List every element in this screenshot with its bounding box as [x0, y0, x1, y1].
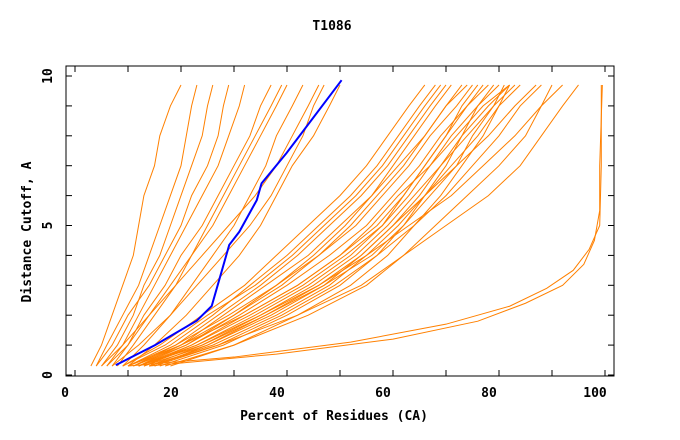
chart-title: T1086: [312, 19, 351, 34]
series-line-36: [149, 84, 603, 367]
series-line-17: [138, 84, 489, 367]
series-line-7: [106, 84, 283, 367]
y-tick-label: 0: [41, 371, 56, 379]
series-line-22: [143, 84, 479, 367]
series-lines: [90, 79, 603, 367]
x-tick-label: 100: [583, 386, 607, 401]
axis-ticks: 0 20 40 60 80 100 0 5 10: [41, 66, 614, 401]
series-line-8: [122, 84, 304, 367]
series-line-29: [127, 84, 510, 367]
series-line-16: [127, 84, 473, 367]
x-axis-label: Percent of Residues (CA): [240, 409, 428, 424]
y-tick-label: 5: [41, 222, 56, 230]
series-line-10: [127, 84, 341, 367]
series-line-3: [106, 84, 246, 367]
series-line-0: [90, 84, 182, 367]
series-line-37: [127, 84, 602, 367]
series-line-33: [149, 84, 579, 367]
series-line-19: [143, 84, 484, 367]
series-line-31: [143, 84, 516, 367]
y-axis-label: Distance Cutoff, A: [20, 161, 35, 302]
series-line-24: [122, 84, 442, 367]
x-tick-label: 20: [163, 386, 179, 401]
series-line-32: [164, 84, 553, 367]
series-line-27: [138, 84, 505, 367]
x-tick-label: 60: [375, 386, 391, 401]
series-line-4: [111, 84, 272, 367]
series-line-2: [101, 84, 214, 367]
x-tick-label: 40: [269, 386, 285, 401]
series-line-28: [159, 84, 495, 367]
series-line-26: [149, 84, 537, 367]
series-line-13: [127, 84, 436, 367]
plot-frame: [65, 65, 615, 377]
series-line-18: [133, 84, 468, 367]
series-line-21: [149, 84, 510, 367]
series-line-14: [133, 84, 447, 367]
series-line-5: [95, 84, 230, 367]
series-line-35: [138, 84, 563, 367]
series-line-34: [170, 84, 511, 367]
x-tick-label: 0: [61, 386, 69, 401]
y-tick-label: 10: [41, 68, 56, 84]
series-line-9: [101, 84, 320, 367]
highlight-series-line: [115, 79, 343, 367]
series-line-6: [117, 84, 288, 367]
series-line-1: [95, 84, 198, 367]
x-tick-label: 80: [481, 386, 497, 401]
series-line-25: [133, 84, 452, 367]
